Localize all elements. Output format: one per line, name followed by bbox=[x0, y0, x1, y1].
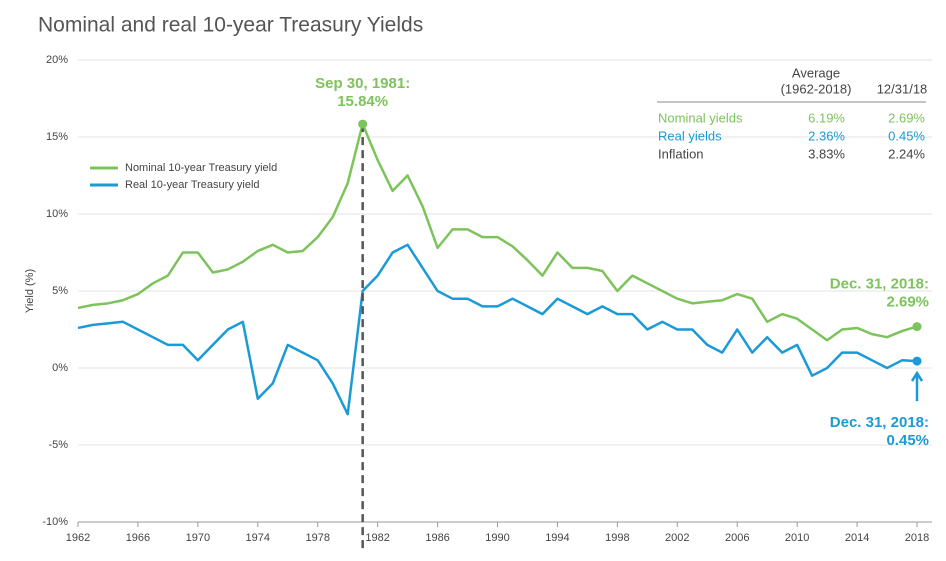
y-tick-label: -10% bbox=[42, 516, 68, 528]
annotation-text: Sep 30, 1981: bbox=[315, 75, 410, 92]
series-line bbox=[77, 243, 918, 416]
annotation-dot bbox=[912, 356, 922, 366]
y-tick-label: -5% bbox=[48, 439, 68, 451]
table-cell: 0.45% bbox=[888, 128, 925, 143]
table-row-name: Real yields bbox=[658, 128, 722, 143]
chart-title: Nominal and real 10-year Treasury Yields bbox=[38, 14, 423, 37]
x-tick-label: 1974 bbox=[246, 532, 270, 544]
x-tick-label: 2006 bbox=[725, 532, 749, 544]
table-cell: 2.69% bbox=[888, 110, 925, 125]
x-tick-label: 1986 bbox=[425, 532, 449, 544]
table-header: Average bbox=[792, 65, 840, 80]
annotation-arrow bbox=[910, 370, 924, 402]
annotation-dot bbox=[358, 119, 368, 129]
table-header: 12/31/18 bbox=[877, 81, 928, 96]
x-tick-label: 2010 bbox=[785, 532, 809, 544]
x-tick-label: 2002 bbox=[665, 532, 689, 544]
x-tick-label: 2018 bbox=[905, 532, 929, 544]
y-tick-label: 5% bbox=[52, 285, 68, 297]
y-tick-label: 15% bbox=[46, 131, 68, 143]
annotation-label: 2.69% bbox=[886, 294, 929, 311]
table-row-name: Nominal yields bbox=[658, 110, 743, 125]
table-cell: 2.36% bbox=[808, 128, 845, 143]
annotation-label: 15.84% bbox=[337, 93, 388, 110]
table-cell: 6.19% bbox=[808, 110, 845, 125]
y-tick-label: 20% bbox=[46, 54, 68, 66]
x-tick-label: 1970 bbox=[186, 532, 210, 544]
x-tick-label: 1982 bbox=[365, 532, 389, 544]
annotation-dot bbox=[912, 322, 922, 332]
annotation-text: Dec. 31, 2018: bbox=[830, 414, 929, 431]
y-tick-label: 10% bbox=[46, 208, 68, 220]
x-tick-label: 1998 bbox=[605, 532, 629, 544]
legend-label: Real 10-year Treasury yield bbox=[125, 179, 260, 191]
annotation-text: Dec. 31, 2018: bbox=[830, 276, 929, 293]
table-cell: 2.24% bbox=[888, 146, 925, 161]
x-tick-label: 1978 bbox=[305, 532, 329, 544]
x-tick-label: 1962 bbox=[66, 532, 90, 544]
y-tick-label: 0% bbox=[52, 362, 68, 374]
table-header: (1962-2018) bbox=[781, 81, 852, 96]
x-tick-label: 1966 bbox=[126, 532, 150, 544]
table-cell: 3.83% bbox=[808, 146, 845, 161]
x-tick-label: 1994 bbox=[545, 532, 569, 544]
table-row-name: Inflation bbox=[658, 146, 704, 161]
annotation-label: 0.45% bbox=[886, 432, 929, 449]
series-line bbox=[77, 122, 918, 342]
legend-label: Nominal 10-year Treasury yield bbox=[125, 162, 277, 174]
x-tick-label: 1990 bbox=[485, 532, 509, 544]
y-axis-label: Yield (%) bbox=[24, 269, 36, 313]
x-tick-label: 2014 bbox=[845, 532, 869, 544]
